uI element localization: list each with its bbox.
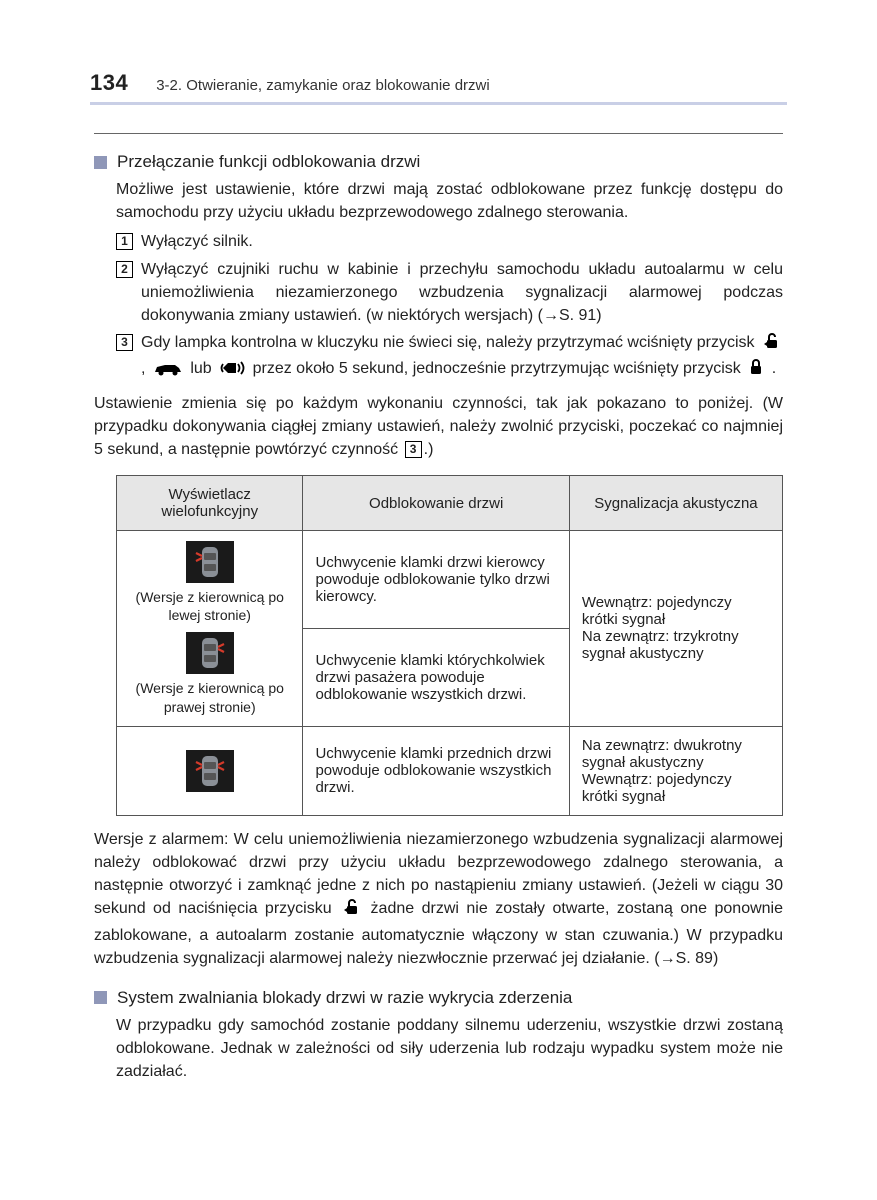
manual-page: 134 3-2. Otwieranie, zamykanie oraz blok… xyxy=(0,0,877,1144)
th-unlock: Odblokowanie drzwi xyxy=(303,476,569,531)
heading-unlock-switching: Przełączanie funkcji odblokowania drzwi xyxy=(94,152,783,172)
step-text: Wyłączyć czujniki ruchu w kabinie i prze… xyxy=(141,258,783,328)
step3-fragment: przez około 5 sekund, jednocześnie przyt… xyxy=(253,360,746,377)
step-number-box: 2 xyxy=(116,261,133,278)
collision-paragraph: W przypadku gdy samochód zostanie poddan… xyxy=(116,1014,783,1084)
unlock-cell: Uchwycenie klamki przednich drzwi powodu… xyxy=(303,726,569,815)
step3-fragment: lub xyxy=(190,360,216,377)
heading-text: Przełączanie funkcji odblokowania drzwi xyxy=(117,152,420,172)
car-side-icon xyxy=(153,360,183,383)
settings-fragment: Ustawienie zmienia się po każdym wykonan… xyxy=(94,395,783,458)
th-display: Wyświetlacz wielofunkcyjny xyxy=(117,476,303,531)
heading-text: System zwalniania blokady drzwi w razie … xyxy=(117,988,572,1008)
heading-collision-release: System zwalniania blokady drzwi w razie … xyxy=(94,988,783,1008)
alarm-note-paragraph: Wersje z alarmem: W celu uniemożliwienia… xyxy=(94,828,783,970)
thin-rule xyxy=(94,133,783,134)
table-header-row: Wyświetlacz wielofunkcyjny Odblokowanie … xyxy=(117,476,783,531)
display-cell xyxy=(117,726,303,815)
settings-fragment: .) xyxy=(424,441,434,458)
signal-cell: Wewnątrz: pojedynczy krótki sygnał Na ze… xyxy=(569,531,782,727)
car-caption: (Wersje z kierownicą po prawej stronie) xyxy=(129,679,290,715)
car-top-icon xyxy=(186,750,234,792)
step-text: Gdy lampka kontrolna w kluczyku nie świe… xyxy=(141,331,783,383)
table-row: (Wersje z kierownicą po lewej stronie) xyxy=(117,531,783,629)
page-content: Przełączanie funkcji odblokowania drzwi … xyxy=(90,133,787,1084)
unlock-settings-table: Wyświetlacz wielofunkcyjny Odblokowanie … xyxy=(116,475,783,816)
section-breadcrumb: 3-2. Otwieranie, zamykanie oraz blokowan… xyxy=(156,77,489,94)
settings-change-paragraph: Ustawienie zmienia się po każdym wykonan… xyxy=(94,392,783,462)
step-number-box-inline: 3 xyxy=(405,441,422,458)
car-top-icon xyxy=(186,632,234,674)
table-row: Uchwycenie klamki przednich drzwi powodu… xyxy=(117,726,783,815)
unlock-cell: Uchwycenie klamki którychkolwiek drzwi p… xyxy=(303,628,569,726)
unlock-cell: Uchwycenie klamki drzwi kierowcy powoduj… xyxy=(303,531,569,629)
lock-icon xyxy=(748,358,764,383)
step-2: 2 Wyłączyć czujniki ruchu w kabinie i pr… xyxy=(116,258,783,328)
car-icon-both-front xyxy=(129,750,290,792)
car-top-icon xyxy=(186,541,234,583)
car-caption: (Wersje z kierownicą po lewej stronie) xyxy=(129,588,290,624)
header-rule xyxy=(90,102,787,105)
page-header: 134 3-2. Otwieranie, zamykanie oraz blok… xyxy=(90,70,787,96)
intro-paragraph: Możliwe jest ustawienie, które drzwi maj… xyxy=(116,178,783,224)
step3-fragment: Gdy lampka kontrolna w kluczyku nie świe… xyxy=(141,334,759,351)
car-icon-right-steer: (Wersje z kierownicą po prawej stronie) xyxy=(129,632,290,715)
step3-fragment: . xyxy=(772,360,776,377)
unlock-icon xyxy=(762,332,780,357)
step3-fragment: , xyxy=(141,360,150,377)
signal-cell: Na zewnątrz: dwukrotny sygnał akustyczny… xyxy=(569,726,782,815)
square-bullet-icon xyxy=(94,991,107,1004)
car-icon-left-steer: (Wersje z kierownicą po lewej stronie) xyxy=(129,541,290,624)
step-number-box: 1 xyxy=(116,233,133,250)
alarm-wave-icon xyxy=(219,360,245,383)
step-text: Wyłączyć silnik. xyxy=(141,230,253,253)
page-number: 134 xyxy=(90,70,128,96)
step-number-box: 3 xyxy=(116,334,133,351)
th-signal: Sygnalizacja akustyczna xyxy=(569,476,782,531)
display-cell: (Wersje z kierownicą po lewej stronie) xyxy=(117,531,303,727)
step-1: 1 Wyłączyć silnik. xyxy=(116,230,783,253)
unlock-icon xyxy=(342,898,360,923)
square-bullet-icon xyxy=(94,156,107,169)
step-3: 3 Gdy lampka kontrolna w kluczyku nie św… xyxy=(116,331,783,383)
